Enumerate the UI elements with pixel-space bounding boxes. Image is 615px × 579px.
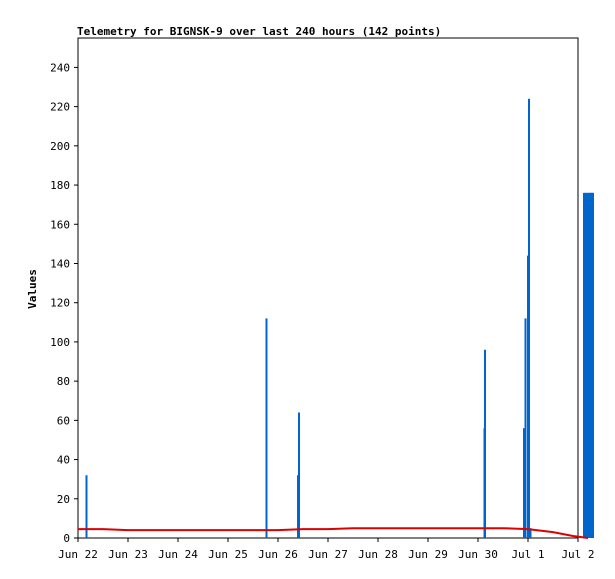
x-tick-label: Jun 25 bbox=[208, 548, 248, 561]
x-tick-label: Jul 2 bbox=[561, 548, 594, 561]
chart-title: Telemetry for BIGNSK-9 over last 240 hou… bbox=[77, 25, 441, 38]
bar bbox=[528, 98, 530, 539]
bar bbox=[484, 349, 486, 538]
bar bbox=[85, 475, 88, 538]
x-tick-label: Jun 23 bbox=[108, 548, 148, 561]
y-tick-label: 20 bbox=[57, 493, 70, 506]
y-tick-label: 140 bbox=[50, 257, 70, 270]
plot-frame bbox=[77, 37, 579, 539]
y-tick-label: 120 bbox=[50, 297, 70, 310]
y-tick-label: 0 bbox=[63, 532, 70, 545]
y-tick-label: 160 bbox=[50, 218, 70, 231]
x-axis-ticks: Jun 22 Jun 23 Jun 24 Jun 25 Jun 26 Jun 27 Jun … bbox=[58, 538, 595, 561]
y-tick-label: 80 bbox=[57, 375, 70, 388]
x-tick-label: Jul 1 bbox=[511, 548, 544, 561]
bar bbox=[265, 318, 268, 538]
bar bbox=[523, 428, 525, 538]
line-series bbox=[78, 527, 589, 539]
bar-series bbox=[85, 98, 594, 539]
x-tick-label: Jun 27 bbox=[308, 548, 348, 561]
bar bbox=[529, 528, 532, 538]
x-tick-label: Jun 28 bbox=[358, 548, 398, 561]
x-tick-label: Jun 22 bbox=[58, 548, 98, 561]
y-tick-label: 180 bbox=[50, 179, 70, 192]
x-tick-label: Jun 30 bbox=[458, 548, 498, 561]
bar bbox=[298, 412, 300, 538]
y-axis-ticks: 0 20 40 60 80 100 120 140 160 180 200 220 240 bbox=[50, 61, 78, 545]
y-axis-label: Values bbox=[26, 269, 39, 309]
bar bbox=[524, 318, 527, 538]
y-tick-label: 100 bbox=[50, 336, 70, 349]
y-tick-label: 220 bbox=[50, 101, 70, 114]
x-tick-label: Jun 26 bbox=[258, 548, 298, 561]
trend-line bbox=[78, 527, 589, 539]
y-tick-label: 40 bbox=[57, 454, 70, 467]
y-tick-label: 60 bbox=[57, 414, 70, 427]
x-tick-label: Jun 29 bbox=[408, 548, 448, 561]
y-tick-label: 240 bbox=[50, 61, 70, 74]
bar bbox=[592, 192, 594, 538]
y-tick-label: 200 bbox=[50, 140, 70, 153]
x-tick-label: Jun 24 bbox=[158, 548, 198, 561]
